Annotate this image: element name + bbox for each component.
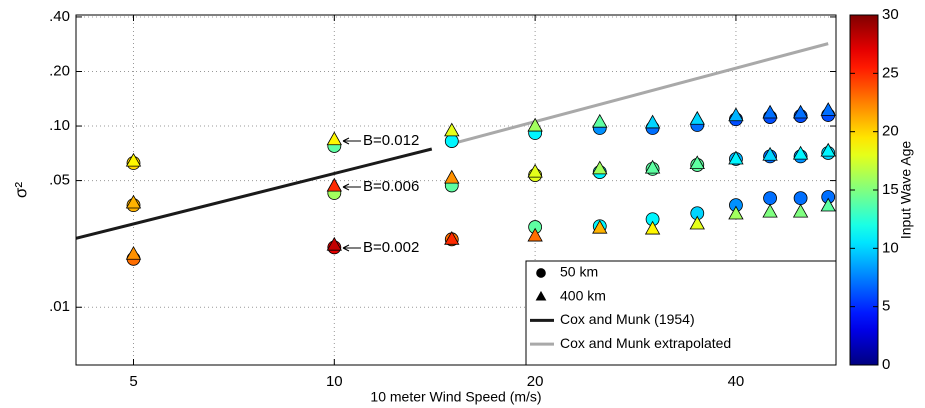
line <box>451 42 829 146</box>
point <box>820 197 836 212</box>
point <box>689 110 705 125</box>
y-tick-label: .05 <box>49 172 70 189</box>
legend-marker <box>536 268 546 278</box>
y-tick-label: .40 <box>49 8 70 25</box>
y-axis-label: σ² <box>11 182 30 198</box>
point <box>820 102 836 116</box>
colorbar-tick-label: 15 <box>882 181 899 198</box>
point <box>792 203 809 218</box>
x-tick-label: 10 <box>326 373 343 390</box>
colorbar-label: Input Wave Age <box>898 141 914 240</box>
point <box>527 163 543 178</box>
colorbar-tick-label: 25 <box>882 64 899 81</box>
point <box>763 191 777 206</box>
colorbar-tick-label: 20 <box>882 123 899 140</box>
point <box>792 145 809 160</box>
point <box>792 104 809 119</box>
point <box>644 159 661 174</box>
point <box>820 142 836 157</box>
point <box>689 155 705 170</box>
axes-frame <box>75 14 837 366</box>
line <box>75 147 433 240</box>
point <box>125 245 142 260</box>
annotation-arrowhead <box>342 137 350 145</box>
colorbar-tick-label: 5 <box>882 298 890 315</box>
point <box>728 150 744 165</box>
legend-label: 50 km <box>560 264 598 280</box>
point <box>592 219 608 234</box>
point <box>592 160 608 175</box>
point <box>644 114 661 129</box>
point <box>125 152 142 167</box>
x-axis-label: 10 meter Wind Speed (m/s) <box>370 389 541 405</box>
x-tick-label: 20 <box>527 373 544 390</box>
legend-label: Cox and Munk extrapolated <box>560 335 731 351</box>
point <box>728 205 744 220</box>
point <box>125 194 142 209</box>
annotation: B=0.006 <box>363 178 419 195</box>
point <box>527 117 543 132</box>
point <box>326 177 342 192</box>
annotation-arrowhead <box>342 244 350 252</box>
point <box>644 220 661 235</box>
point <box>762 203 778 218</box>
y-tick-label: .20 <box>49 62 70 79</box>
point <box>762 104 778 119</box>
legend-marker <box>535 290 547 301</box>
x-tick-label: 5 <box>129 373 137 390</box>
colorbar-tick-label: 10 <box>882 239 899 256</box>
colorbar-tick-label: 0 <box>882 356 890 373</box>
annotation: B=0.002 <box>363 239 419 256</box>
legend-label: 400 km <box>560 287 606 303</box>
point <box>444 134 459 148</box>
point <box>592 113 608 128</box>
x-tick-label: 40 <box>728 373 745 390</box>
y-tick-label: .01 <box>49 298 70 315</box>
point <box>762 146 778 161</box>
point <box>444 231 460 245</box>
point <box>728 107 744 122</box>
point <box>444 169 460 184</box>
colorbar-tick-label: 30 <box>882 6 899 23</box>
point <box>326 131 342 146</box>
point <box>527 227 543 242</box>
legend-label: Cox and Munk (1954) <box>560 311 695 327</box>
annotation: B=0.012 <box>363 132 419 149</box>
point <box>326 236 342 251</box>
annotation-arrowhead <box>342 183 350 191</box>
point <box>689 215 705 230</box>
y-tick-label: .10 <box>49 117 70 134</box>
legend-box <box>525 260 837 366</box>
point <box>444 122 460 137</box>
point <box>793 191 808 206</box>
